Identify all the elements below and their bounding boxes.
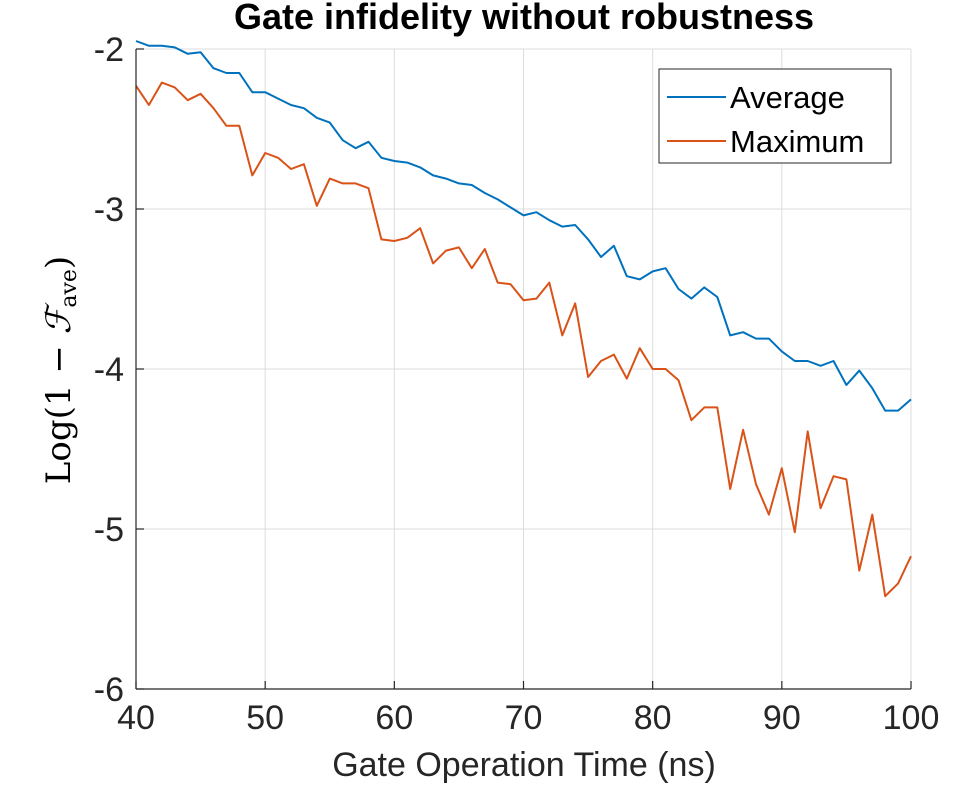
chart-title: Gate infidelity without robustness — [234, 0, 814, 37]
x-tick-label: 60 — [375, 699, 413, 737]
y-tick-label: -2 — [94, 31, 124, 69]
ticks-layer: 40 50 60 70 80 90 100 -2 -3 -4 -5 -6 — [94, 31, 940, 737]
legend-box — [658, 68, 892, 164]
y-axis-label: Log(1 − ℱave) — [39, 256, 82, 484]
x-tick-label: 40 — [117, 699, 155, 737]
y-tick-label: -6 — [94, 671, 124, 709]
x-tick-label: 100 — [883, 699, 940, 737]
legend-label-average: Average — [730, 80, 845, 115]
y-tick-label: -4 — [94, 351, 124, 389]
y-tick-label: -3 — [94, 191, 124, 229]
x-axis-label: Gate Operation Time (ns) — [332, 746, 716, 784]
x-tick-label: 80 — [634, 699, 672, 737]
legend-label-maximum: Maximum — [730, 124, 864, 159]
series-line-maximum — [135, 81, 912, 598]
y-axis-label-subscript: ave — [57, 269, 82, 308]
y-axis-label-prefix: Log(1 − — [39, 334, 79, 484]
legend: Average Maximum — [658, 68, 892, 164]
x-tick-label: 70 — [505, 699, 543, 737]
y-axis-label-suffix: ) — [39, 256, 79, 269]
series-layer — [135, 40, 912, 598]
series-line-average — [135, 40, 912, 412]
x-tick-label: 90 — [763, 699, 801, 737]
x-tick-label: 50 — [246, 699, 284, 737]
y-tick-label: -5 — [94, 511, 124, 549]
